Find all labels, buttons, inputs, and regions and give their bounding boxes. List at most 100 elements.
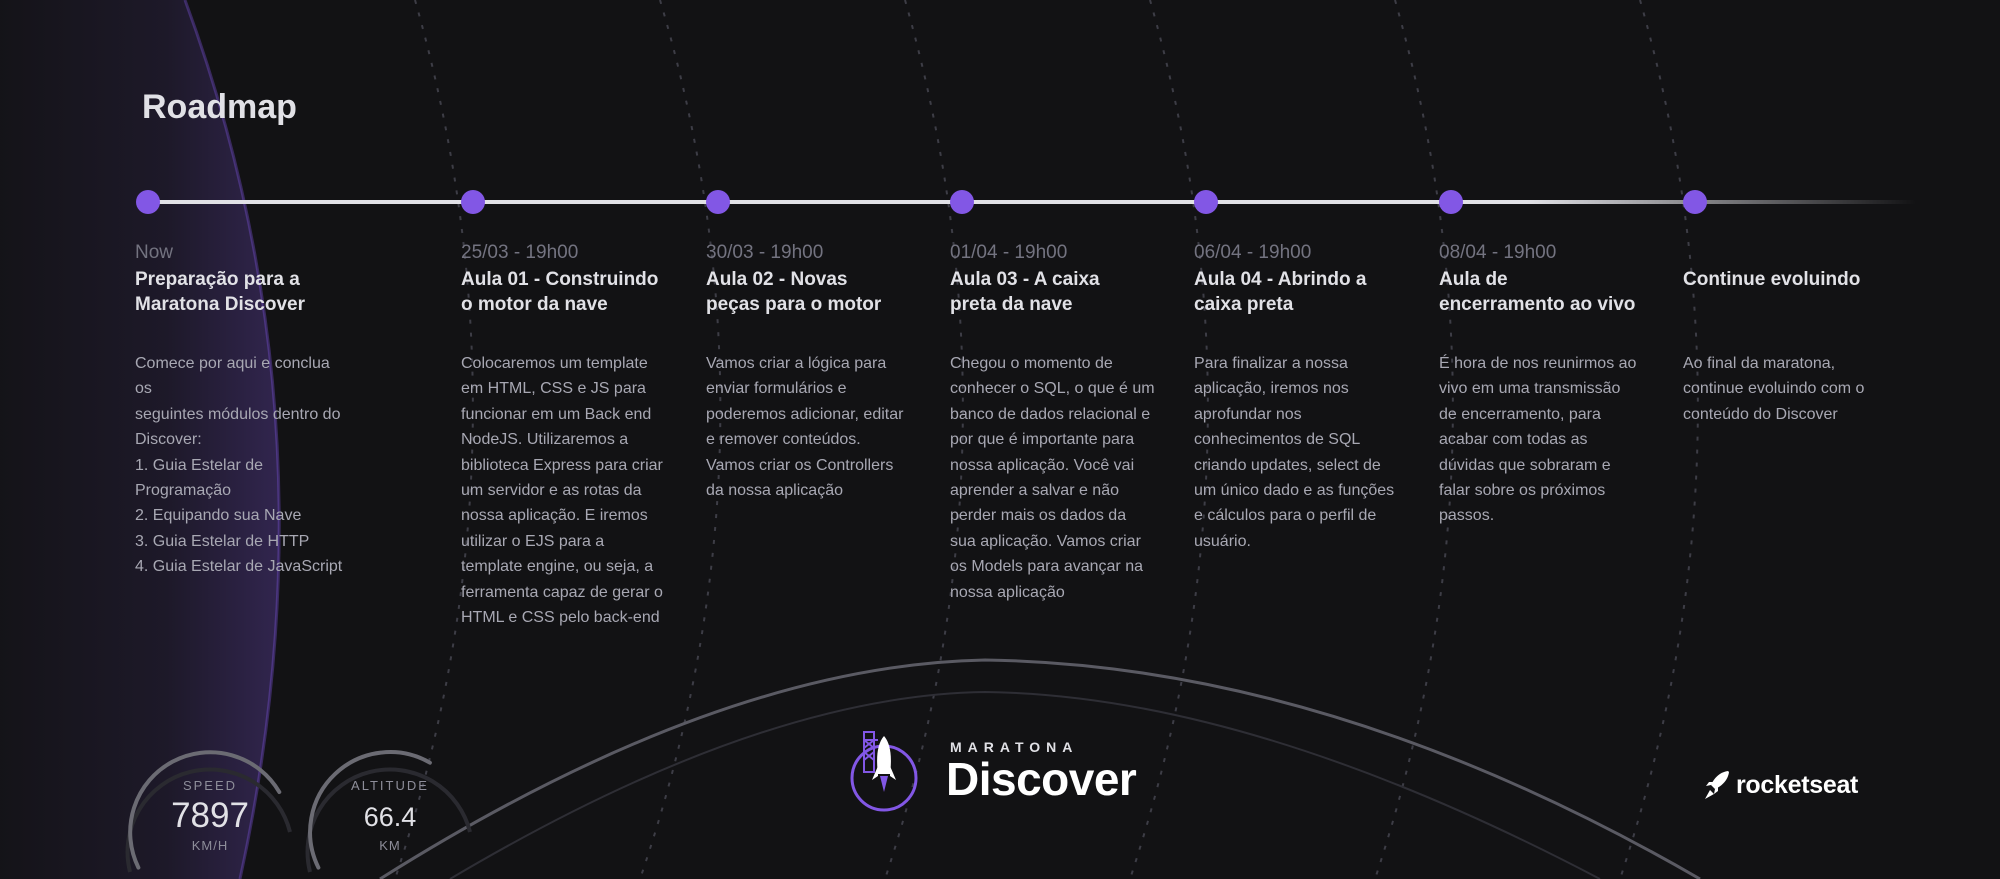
description-line: conhecer o SQL, o que é um: [950, 380, 1155, 398]
step-title: Aula de encerramento ao vivo: [1439, 267, 1649, 317]
step-date: 06/04 - 19h00: [1194, 242, 1312, 263]
description-line: 2. Equipando sua Nave: [135, 507, 302, 525]
step-title-line: Maratona Discover: [135, 294, 306, 315]
description-line: 3. Guia Estelar de HTTP: [135, 532, 310, 550]
step-date: 30/03 - 19h00: [706, 242, 824, 263]
description-line: aprender a salvar e não: [950, 482, 1119, 500]
step-title-line: Continue evoluindo: [1683, 269, 1861, 290]
step-title: Preparação para a Maratona Discover: [135, 267, 345, 317]
rocket-icon: [850, 731, 918, 812]
timeline-dot: [461, 190, 485, 214]
step-date: 08/04 - 19h00: [1439, 242, 1557, 263]
horizon-arc-inner: [449, 690, 1601, 879]
description-line: poderemos adicionar, editar: [706, 405, 904, 423]
description-line: template engine, ou seja, a: [461, 558, 654, 576]
roadmap-step-aula-04: 06/04 - 19h00 Aula 04 - Abrindo a caixa …: [1194, 241, 1404, 554]
step-description: Ao final da maratona, continue evoluindo…: [1683, 351, 1893, 427]
rocketseat-rocket-icon: [1705, 771, 1729, 799]
description-line: NodeJS. Utilizaremos a: [461, 431, 629, 449]
step-title: Aula 03 - A caixa preta da nave: [950, 267, 1160, 317]
description-line: por que é importante para: [950, 431, 1135, 449]
step-date: 01/04 - 19h00: [950, 242, 1068, 263]
step-title-line: o motor da nave: [461, 294, 608, 315]
altitude-unit: KM: [379, 838, 401, 853]
speed-unit: KM/H: [191, 838, 229, 853]
step-title: Aula 04 - Abrindo a caixa preta: [1194, 267, 1404, 317]
description-line: banco de dados relacional e: [950, 405, 1151, 423]
step-description: Vamos criar a lógica para enviar formulá…: [706, 351, 916, 503]
step-description: Para finalizar a nossa aplicação, iremos…: [1194, 351, 1404, 554]
brand-title: Discover: [946, 753, 1137, 805]
altitude-label: ALTITUDE: [351, 778, 429, 793]
brand-subtitle: MARATONA: [950, 739, 1079, 755]
rocketseat-wordmark: rocketseat: [1736, 770, 1859, 799]
timeline-dot: [1439, 190, 1463, 214]
description-line: os Models para avançar na: [950, 558, 1143, 576]
speed-value: 7897: [171, 796, 249, 835]
description-line: Chegou o momento de: [950, 355, 1113, 372]
description-line: usuário.: [1194, 532, 1251, 550]
step-title-line: Aula 02 - Novas: [706, 269, 848, 290]
timeline-track: [148, 200, 1916, 204]
altitude-gauge-arc: [305, 750, 472, 873]
timeline-dot: [1683, 190, 1707, 214]
roadmap-step-preparation: Now Preparação para a Maratona Discover …: [135, 241, 345, 580]
step-date: [1683, 241, 1893, 265]
description-line: É hora de nos reunirmos ao: [1439, 355, 1637, 372]
description-line: biblioteca Express para criar: [461, 456, 663, 474]
description-line: conhecimentos de SQL: [1194, 431, 1361, 449]
page-title: Roadmap: [142, 88, 297, 126]
description-line: Para finalizar a nossa: [1194, 355, 1348, 372]
description-line: Colocaremos um template: [461, 355, 648, 372]
description-line: conteúdo do Discover: [1683, 405, 1838, 423]
roadmap-step-continue: Continue evoluindo Ao final da maratona,…: [1683, 241, 1893, 427]
step-title-line: caixa preta: [1194, 294, 1294, 315]
description-line: nossa aplicação: [950, 583, 1065, 601]
description-line: falar sobre os próximos: [1439, 482, 1606, 500]
speed-gauge-arc: [125, 750, 292, 873]
timeline-dot: [136, 190, 160, 214]
description-line: um único dado e as funções: [1194, 482, 1395, 500]
timeline-dot: [1194, 190, 1218, 214]
description-line: Ao final da maratona,: [1683, 355, 1836, 372]
description-line: da nossa aplicação: [706, 482, 843, 500]
step-title-line: Aula 01 - Construindo: [461, 269, 659, 290]
speed-gauge: SPEED 7897 KM/H: [120, 740, 300, 879]
description-line: continue evoluindo com o: [1683, 380, 1865, 398]
altitude-gauge: ALTITUDE 66.4 KM: [300, 740, 480, 879]
description-line: acabar com todas as: [1439, 431, 1588, 449]
roadmap-step-aula-01: 25/03 - 19h00 Aula 01 - Construindo o mo…: [461, 241, 671, 630]
step-title-line: Aula 03 - A caixa: [950, 269, 1100, 290]
step-description: Chegou o momento de conhecer o SQL, o qu…: [950, 351, 1160, 605]
step-date: 25/03 - 19h00: [461, 242, 579, 263]
roadmap-step-aula-02: 30/03 - 19h00 Aula 02 - Novas peças para…: [706, 241, 916, 503]
purple-planet-edge: [0, 0, 280, 879]
description-line: e remover conteúdos.: [706, 431, 861, 449]
rocketseat-logo: rocketseat: [1704, 770, 1858, 800]
description-line: nossa aplicação. E iremos: [461, 507, 648, 525]
step-description: É hora de nos reunirmos ao vivo em uma t…: [1439, 351, 1649, 529]
description-line: sua aplicação. Vamos criar: [950, 532, 1141, 550]
step-title: Aula 01 - Construindo o motor da nave: [461, 267, 671, 317]
description-line: dúvidas que sobraram e: [1439, 456, 1611, 474]
roadmap-step-aula-03: 01/04 - 19h00 Aula 03 - A caixa preta da…: [950, 241, 1160, 605]
step-title: Aula 02 - Novas peças para o motor: [706, 267, 916, 317]
description-line: HTML e CSS pelo back-end: [461, 609, 660, 627]
description-line: passos.: [1439, 507, 1495, 525]
description-line: funcionar em um Back end: [461, 405, 652, 423]
description-line: perder mais os dados da: [950, 507, 1127, 525]
description-line: 4. Guia Estelar de JavaScript: [135, 558, 343, 576]
description-line: e cálculos para o perfil de: [1194, 507, 1377, 525]
step-description: Colocaremos um template em HTML, CSS e J…: [461, 351, 671, 630]
description-line: de encerramento, para: [1439, 405, 1601, 423]
step-title: Continue evoluindo: [1683, 267, 1893, 317]
description-line: Comece por aqui e conclua os: [135, 355, 330, 398]
altitude-value: 66.4: [363, 802, 417, 832]
horizon-arc: [379, 658, 1701, 879]
description-line: nossa aplicação. Você vai: [950, 456, 1135, 474]
description-line: Vamos criar a lógica para: [706, 355, 887, 372]
timeline-dot: [706, 190, 730, 214]
roadmap-step-encerramento: 08/04 - 19h00 Aula de encerramento ao vi…: [1439, 241, 1649, 529]
description-line: em HTML, CSS e JS para: [461, 380, 646, 398]
